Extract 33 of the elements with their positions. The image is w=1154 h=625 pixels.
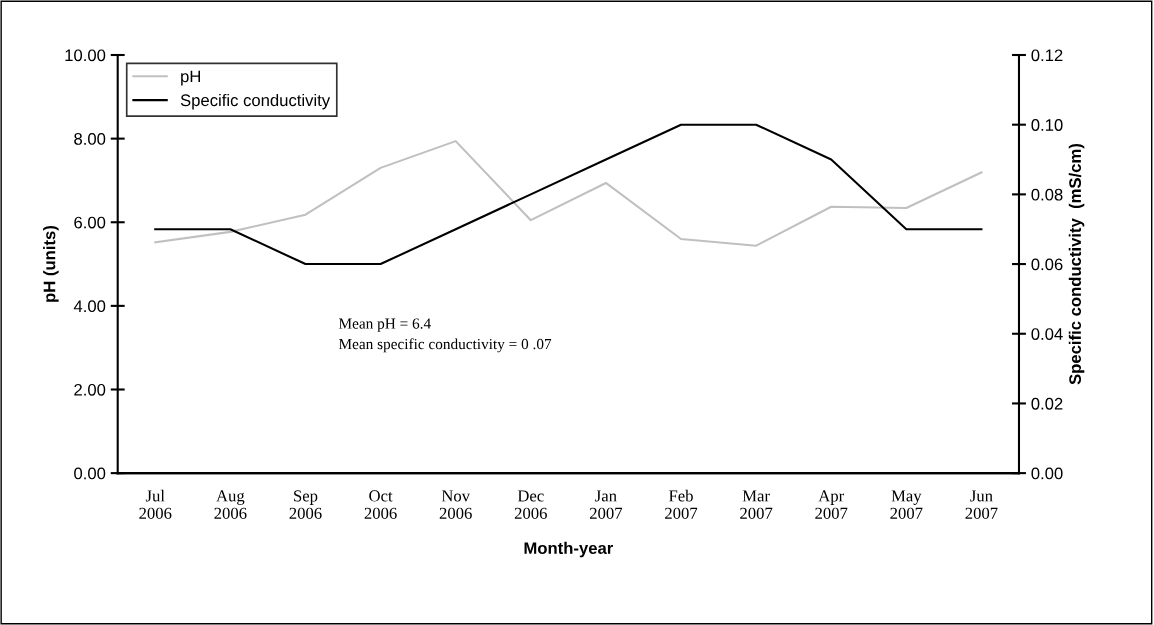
x-tick-label: Nov 2006	[439, 490, 472, 519]
x-tick-label: Dec 2006	[514, 490, 547, 519]
annotation: Mean pH = 6.4 Mean specific conductivity = 0 .07	[338, 318, 552, 353]
y2-tick-label: 0.02	[1031, 397, 1063, 410]
legend-label: Specific conductivity	[180, 93, 331, 110]
y-tick-label: 4.00	[73, 300, 106, 313]
x-axis-title: Month-year	[524, 541, 614, 558]
x-tick-label: Jun 2007	[965, 490, 998, 519]
y2-axis-title: Specific conductivity (mS/cm)	[1068, 144, 1085, 385]
y-tick-label: 6.00	[74, 216, 106, 229]
legend-label: pH	[181, 70, 200, 86]
x-tick-label: Oct 2006	[364, 490, 397, 519]
line-series	[154, 140, 983, 247]
x-tick-label: Jan 2007	[589, 490, 623, 519]
x-tick-label: Feb 2007	[665, 489, 698, 519]
x-tick-label: Jul 2006	[139, 489, 172, 519]
y-tick-label: 0.00	[74, 467, 106, 480]
y2-tick-label: 0.04	[1031, 328, 1063, 340]
x-tick-label: Mar 2007	[740, 490, 773, 519]
y-tick-label: 8.00	[74, 133, 106, 145]
y2-tick-label: 0.06	[1031, 258, 1063, 271]
x-tick-label: Sep 2006	[289, 490, 322, 519]
y-tick-label: 10.00	[65, 49, 106, 62]
x-tick-label: Apr 2007	[815, 490, 848, 519]
line-series	[154, 123, 983, 266]
y-tick-label: 2.00	[74, 383, 106, 396]
y2-tick-label: 0.10	[1031, 119, 1063, 131]
y2-tick-label: 0.00	[1031, 467, 1063, 480]
x-tick-label: Aug 2006	[214, 490, 247, 519]
x-tick-label: May 2007	[890, 490, 923, 519]
y-axis-title: pH (units)	[43, 226, 59, 302]
y2-tick-label: 0.12	[1031, 49, 1063, 62]
y2-tick-label: 0.08	[1031, 188, 1063, 201]
